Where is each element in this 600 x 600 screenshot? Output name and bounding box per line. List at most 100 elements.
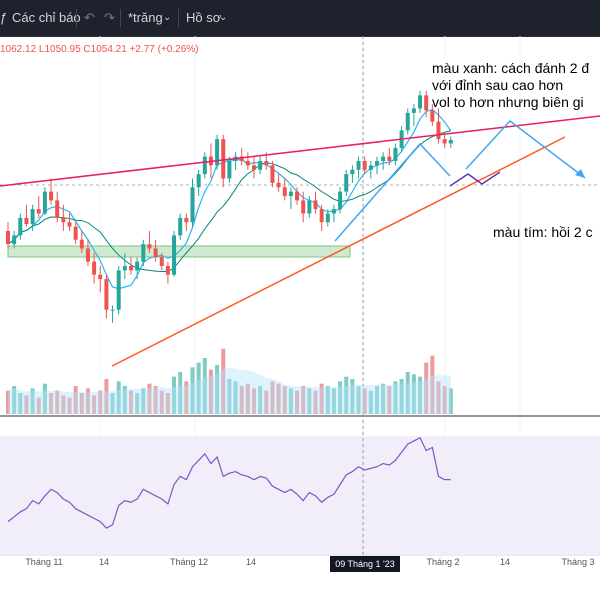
candle-body [288, 191, 293, 196]
template-button[interactable]: *trăng [128, 10, 163, 25]
candle-body [165, 266, 170, 275]
candle-body [135, 261, 140, 271]
volume-bar [301, 386, 306, 414]
volume-bar [30, 388, 35, 414]
blue-note-line: vol to hơn nhưng biên gi [432, 94, 584, 110]
chevron-down-icon[interactable]: ⌄ [219, 12, 228, 23]
volume-bar [159, 390, 164, 414]
ma-fast-line [7, 109, 452, 290]
volume-bar [411, 374, 416, 414]
volume-bar [276, 383, 281, 414]
candle-body [295, 191, 300, 201]
blue-note-line: với đỉnh sau cao hơn [432, 77, 564, 93]
candle-body [129, 266, 133, 271]
indicators-button[interactable]: Các chỉ báo [12, 10, 81, 25]
volume-bar [42, 383, 47, 414]
volume-bar [252, 388, 256, 414]
lower-trendline[interactable] [111, 136, 566, 367]
volume-bar [307, 388, 312, 414]
candle-body [141, 244, 146, 262]
indicator-fx-icon[interactable]: ƒ [0, 10, 8, 25]
candle-body [307, 200, 312, 214]
volume-bar [270, 381, 275, 414]
candle-body [276, 182, 281, 188]
volume-bar [98, 390, 103, 414]
candle-body [79, 239, 84, 249]
candle-body [215, 139, 220, 166]
volume-bar [368, 390, 373, 414]
candle-body [319, 209, 324, 223]
candle-body [55, 200, 60, 218]
top-toolbar: ƒ Các chỉ báo ↶ ↷ *trăng ⌄ Hồ sơ ⌄ [0, 0, 600, 37]
volume-bar [313, 390, 318, 414]
volume-bar [24, 395, 29, 414]
candle-body [239, 156, 244, 161]
volume-bar [375, 386, 379, 414]
profile-button[interactable]: Hồ sơ [186, 10, 222, 25]
candle-body [36, 209, 41, 214]
volume-bar [147, 383, 152, 414]
volume-bar [239, 386, 244, 414]
x-tick-label: Tháng 2 [426, 557, 459, 567]
volume-bar [227, 379, 232, 414]
crosshair-date-label: 09 Tháng 1 '23 [335, 559, 395, 569]
volume-bar [184, 381, 189, 414]
volume-bar [295, 390, 300, 414]
volume-bar [282, 386, 287, 414]
volume-bar [399, 379, 404, 414]
purple-scenario-line[interactable] [449, 171, 501, 187]
upper-trendline[interactable] [0, 115, 600, 187]
candle-body [430, 110, 435, 122]
x-tick-label: 14 [500, 557, 510, 567]
volume-bar [178, 372, 183, 414]
volume-bar [356, 386, 361, 414]
candle-body [221, 139, 226, 179]
crosshair-date-badge [330, 556, 400, 572]
volume-bar [165, 393, 170, 414]
volume-bar [245, 383, 250, 414]
undo-icon[interactable]: ↶ [84, 10, 95, 25]
candle-body [325, 213, 330, 223]
blue-scenario-line-1[interactable] [334, 142, 451, 242]
volume-bar [116, 381, 121, 414]
rsi-line [7, 436, 451, 529]
candle-body [393, 147, 398, 161]
candle-body [24, 217, 29, 224]
volume-bar [55, 390, 60, 414]
volume-bar [104, 379, 109, 414]
volume-bar [202, 358, 207, 414]
volume-bar [122, 386, 127, 414]
blue-scenario-line-2[interactable] [465, 119, 586, 179]
candle-body [159, 257, 164, 266]
volume-ma-fill [8, 368, 451, 414]
candle-body [442, 139, 447, 144]
candle-body [252, 165, 256, 170]
candle-body [61, 217, 66, 223]
x-tick-label: Tháng 3 [561, 557, 594, 567]
chevron-down-icon[interactable]: ⌄ [163, 12, 172, 23]
volume-bar [381, 383, 386, 414]
candle-body [116, 270, 121, 310]
volume-bar [418, 376, 423, 414]
candle-body [92, 261, 97, 275]
candle-body [196, 174, 201, 188]
volume-bar [448, 388, 453, 414]
toolbar-divider [76, 9, 77, 27]
volume-bar [208, 369, 213, 414]
candle-body [190, 187, 195, 223]
candle-body [270, 165, 275, 183]
volume-bar [36, 397, 41, 414]
volume-bar [153, 386, 158, 414]
candle-body [6, 231, 10, 245]
x-tick-label: 14 [246, 557, 256, 567]
redo-icon[interactable]: ↷ [104, 10, 115, 25]
candle-body [264, 161, 269, 166]
time-axis [0, 556, 600, 600]
volume-bar [110, 393, 115, 414]
rsi-band [0, 436, 600, 556]
arrow-head-icon [575, 169, 585, 178]
candle-body [104, 279, 109, 310]
candle-body [418, 95, 423, 109]
candle-body [411, 108, 416, 113]
price-chart[interactable]: Tháng 11 14 Tháng 12 14 09 Tháng 1 '23 T… [0, 36, 600, 600]
